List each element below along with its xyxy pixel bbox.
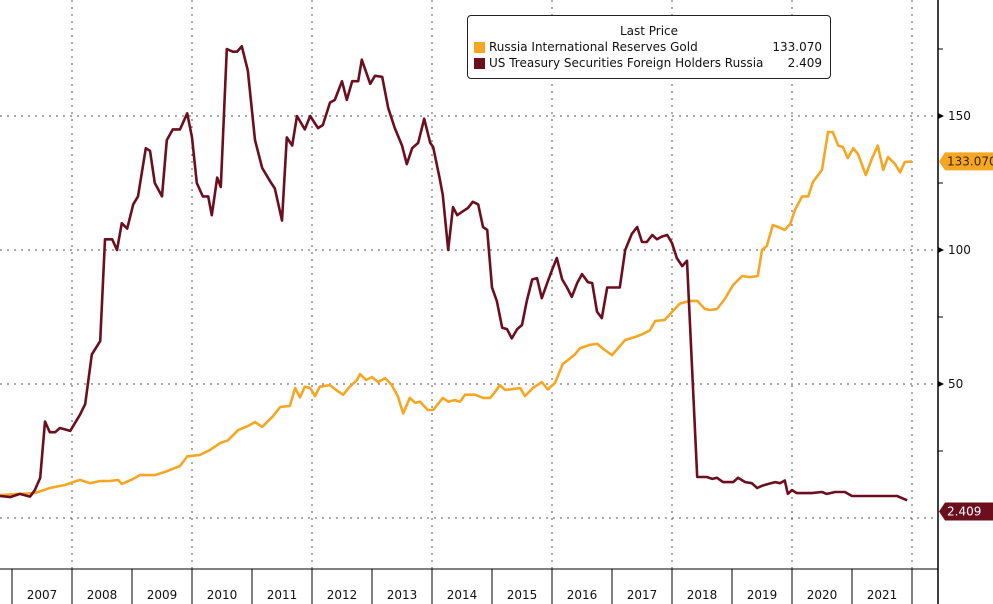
legend-swatch	[474, 58, 485, 69]
grid	[0, 0, 938, 569]
y-tick-label: 150	[948, 109, 971, 123]
series-line-1	[0, 45, 908, 502]
series-line-0	[0, 130, 913, 497]
last-price-tag-label: 2.409	[947, 505, 981, 519]
x-tick-label: 2009	[147, 588, 178, 602]
x-tick-label: 2012	[327, 588, 358, 602]
x-axis: 2007 2008 2009 2010 2011 2012 2013 2014 2015 2016…	[0, 568, 938, 604]
x-tick-label: 2014	[447, 588, 478, 602]
legend-swatch	[474, 42, 485, 53]
last-price-tag-label: 133.070	[947, 154, 993, 168]
last-price-tags: 133.070 2.409	[939, 152, 993, 521]
y-axis: 50 100 150	[937, 0, 971, 604]
last-price-tag	[939, 502, 993, 521]
x-tick-label: 2010	[207, 588, 238, 602]
x-tick-label: 2013	[387, 588, 418, 602]
y-tick-marker	[938, 381, 944, 387]
series-lines	[0, 45, 913, 502]
legend-title: Last Price	[619, 24, 679, 38]
x-tick-label: 2020	[807, 588, 838, 602]
x-tick-label: 2017	[627, 588, 658, 602]
legend: Last Price Russia International Reserves…	[467, 15, 831, 79]
x-tick-label: 2016	[567, 588, 598, 602]
legend-label: Russia International Reserves Gold	[489, 40, 698, 54]
y-tick-marker	[938, 247, 944, 253]
legend-label: US Treasury Securities Foreign Holders R…	[489, 56, 764, 70]
x-tick-label: 2019	[747, 588, 778, 602]
y-tick-label: 100	[948, 243, 971, 257]
y-tick-marker	[938, 113, 944, 119]
x-tick-label: 2011	[267, 588, 298, 602]
last-price-tag	[939, 152, 993, 171]
legend-item-treasury: US Treasury Securities Foreign Holders R…	[474, 56, 822, 72]
legend-value: 2.409	[787, 56, 822, 70]
legend-item-gold: Russia International Reserves Gold 133.0…	[474, 40, 822, 56]
x-tick-label: 2015	[507, 588, 538, 602]
y-tick-label: 50	[948, 377, 963, 391]
x-tick-label: 2008	[87, 588, 118, 602]
x-tick-label: 2018	[687, 588, 718, 602]
legend-value: 133.070	[772, 40, 822, 54]
x-tick-label: 2021	[867, 588, 898, 602]
x-tick-label: 2007	[27, 588, 58, 602]
